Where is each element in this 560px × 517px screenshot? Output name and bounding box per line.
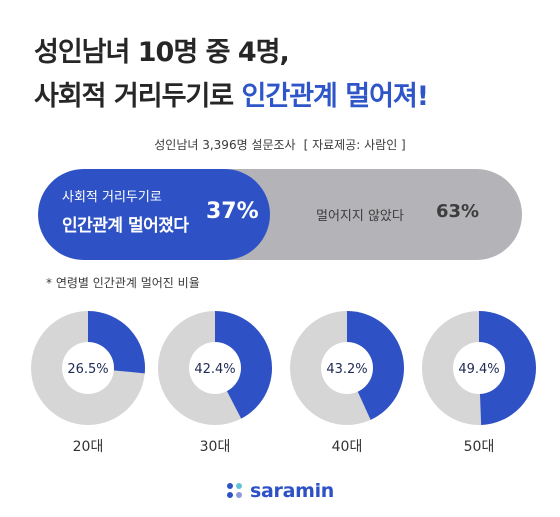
age-chart-note: * 연령별 인간관계 멀어진 비율 bbox=[46, 276, 200, 290]
saramin-logo: saramin bbox=[0, 478, 560, 504]
donut-value-slice bbox=[347, 311, 404, 420]
donut-40대: 43.2% 40대 bbox=[289, 310, 409, 460]
title-line-2: 사회적 거리두기로 인간관계 멀어져! bbox=[34, 74, 534, 113]
donut-age-label: 30대 bbox=[199, 439, 231, 455]
donut-chart-svg: 42.4% bbox=[158, 311, 272, 425]
donut-50대: 49.4% 50대 bbox=[421, 310, 541, 460]
bar-fill-distanced bbox=[38, 169, 271, 260]
title-line-1: 성인남녀 10명 중 4명, bbox=[34, 37, 290, 68]
donut-20대: 26.5% 20대 bbox=[30, 310, 150, 460]
title-line-2-prefix: 사회적 거리두기로 bbox=[34, 81, 242, 112]
age-donut-charts: 26.5% 20대 42.4% 30대 43.2% 40대 49.4% 50대 bbox=[0, 310, 560, 470]
overall-ratio-bar: 사회적 거리두기로 인간관계 멀어졌다 37% 멀어지지 않았다 63% bbox=[38, 169, 522, 260]
survey-text: 성인남녀 3,396명 설문조사 bbox=[154, 138, 296, 152]
donut-age-label: 40대 bbox=[331, 439, 363, 455]
saramin-logo-text: saramin bbox=[249, 480, 335, 502]
title-line-2-accent: 인간관계 멀어져! bbox=[241, 81, 430, 112]
donut-chart-svg: 26.5% bbox=[31, 311, 145, 425]
bar-right-label: 멀어지지 않았다 bbox=[316, 209, 404, 224]
donut-value-label: 43.2% bbox=[326, 362, 367, 377]
survey-info: 성인남녀 3,396명 설문조사 [ 자료제공: 사람인 ] bbox=[0, 136, 560, 153]
donut-chart-svg: 43.2% bbox=[290, 311, 404, 425]
donut-hole bbox=[189, 342, 241, 394]
source-text: [ 자료제공: 사람인 ] bbox=[303, 138, 406, 152]
donut-hole bbox=[62, 342, 114, 394]
saramin-logo-icon bbox=[226, 483, 242, 498]
donut-age-label: 20대 bbox=[72, 439, 104, 455]
donut-value-label: 42.4% bbox=[194, 362, 235, 377]
donut-value-label: 26.5% bbox=[67, 362, 108, 377]
donut-value-label: 49.4% bbox=[458, 362, 499, 377]
bar-left-line-1: 사회적 거리두기로 bbox=[62, 190, 162, 205]
donut-hole bbox=[453, 342, 505, 394]
bar-left-percent: 37% bbox=[206, 199, 259, 224]
donut-value-slice bbox=[215, 311, 272, 419]
donut-30대: 42.4% 30대 bbox=[157, 310, 277, 460]
bar-right-percent: 63% bbox=[436, 201, 480, 222]
donut-hole bbox=[321, 342, 373, 394]
donut-chart-svg: 49.4% bbox=[422, 311, 536, 425]
donut-age-label: 50대 bbox=[463, 439, 495, 455]
bar-left-label: 사회적 거리두기로 인간관계 멀어졌다 bbox=[62, 186, 189, 236]
donut-value-slice bbox=[479, 311, 536, 425]
bar-left-line-2: 인간관계 멀어졌다 bbox=[62, 216, 189, 236]
